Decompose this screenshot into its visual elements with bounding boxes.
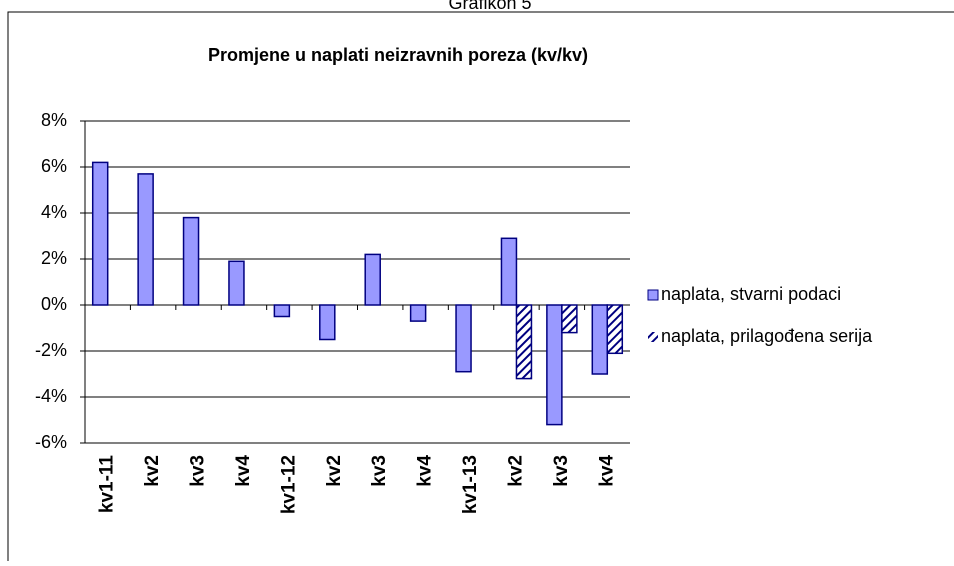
y-tick-label: 4% [41, 202, 67, 222]
legend-label: naplata, prilagođena serija [661, 326, 873, 346]
x-tick-label: kv4 [596, 455, 617, 487]
bar [546, 304, 563, 426]
chart-frame [7, 11, 954, 566]
y-tick-label: 2% [41, 248, 67, 268]
chart-title: Promjene u naplati neizravnih poreza (kv… [208, 45, 588, 65]
x-tick-label: kv3 [551, 455, 572, 487]
x-tick-label: kv1-11 [97, 455, 118, 514]
x-tick-label: kv4 [233, 455, 254, 487]
bar [137, 173, 154, 306]
bar [182, 216, 200, 306]
x-tick-label: kv2 [324, 455, 345, 487]
legend-swatch [647, 289, 659, 301]
y-tick-label: -6% [35, 432, 67, 452]
bar [319, 304, 336, 341]
bar [273, 304, 291, 318]
x-tick-label: kv2 [505, 455, 526, 487]
bar [606, 304, 624, 355]
chart-caption: Grafikon 5 [448, 0, 531, 13]
y-tick-label: 6% [41, 156, 67, 176]
x-tick-label: kv1-13 [460, 455, 481, 514]
x-tick-label: kv4 [415, 455, 436, 487]
bar [91, 161, 109, 306]
y-tick-label: -2% [35, 340, 67, 360]
bar [364, 253, 381, 306]
bar [515, 304, 533, 380]
x-tick-label: kv3 [188, 455, 209, 487]
y-tick-label: 8% [41, 110, 67, 130]
bar [409, 304, 427, 322]
bar [228, 260, 245, 306]
bar [500, 237, 518, 306]
legend-swatch [648, 332, 658, 342]
y-tick-label: 0% [41, 294, 67, 314]
legend-label: naplata, stvarni podaci [661, 284, 841, 304]
x-tick-label: kv1-12 [278, 455, 299, 514]
bar [561, 304, 578, 334]
bar [591, 304, 609, 375]
y-tick-label: -4% [35, 386, 67, 406]
bar [455, 304, 472, 373]
x-tick-label: kv3 [369, 455, 390, 487]
x-tick-label: kv2 [142, 455, 163, 487]
